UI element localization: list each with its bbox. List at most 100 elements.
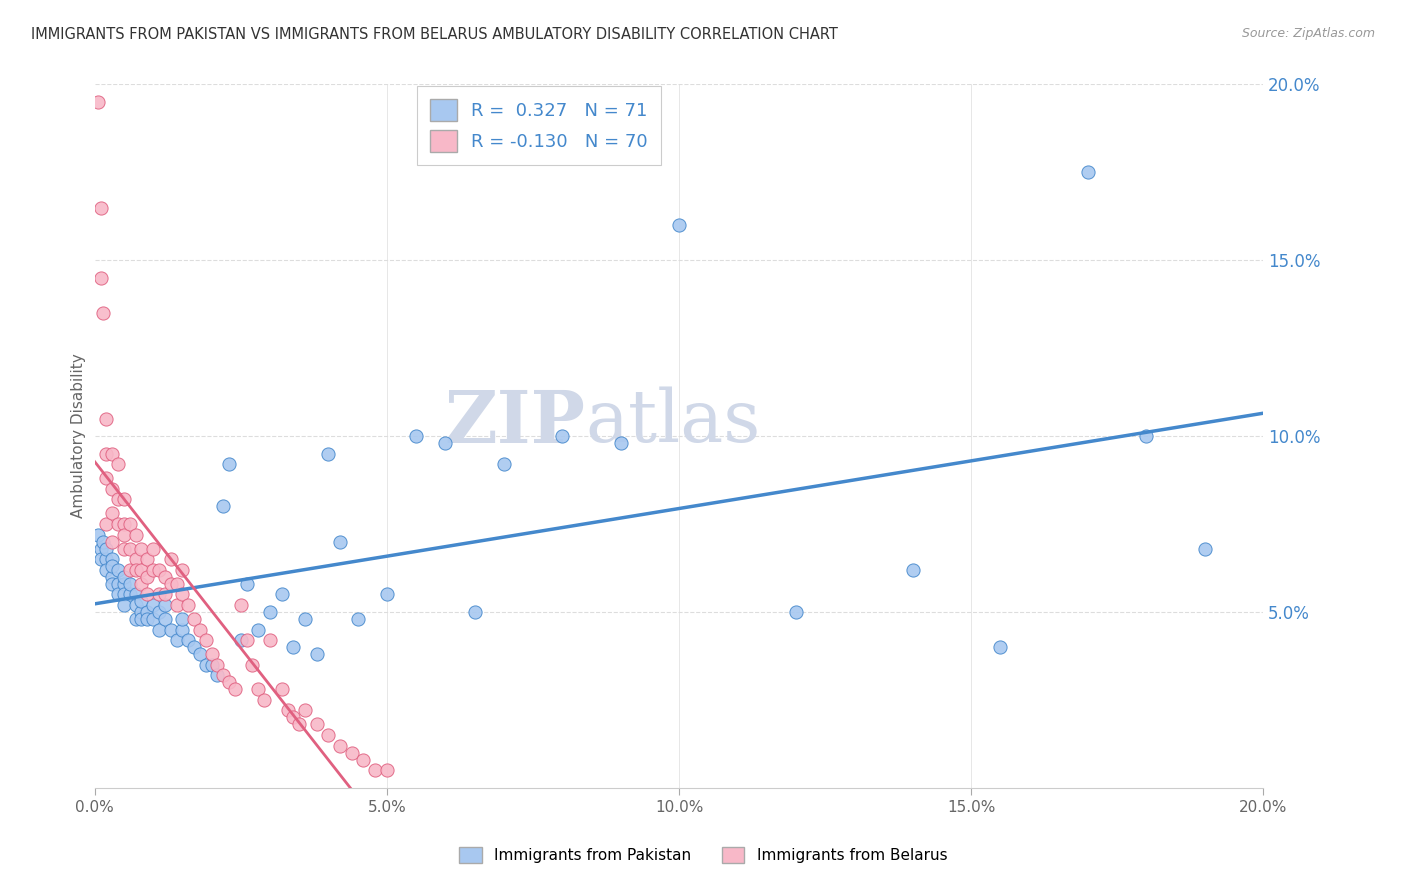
Point — [101, 507, 124, 521]
Point — [188, 623, 211, 637]
Point — [177, 633, 200, 648]
Legend: R =  0.327   N = 71, R = -0.130   N = 70: R = 0.327 N = 71, R = -0.130 N = 70 — [418, 87, 661, 165]
Point — [434, 436, 457, 450]
Point — [142, 612, 165, 626]
Point — [318, 728, 340, 742]
Point — [112, 492, 135, 507]
Point — [118, 541, 141, 556]
Point — [101, 447, 124, 461]
Point — [235, 633, 257, 648]
Point — [177, 598, 200, 612]
Y-axis label: Ambulatory Disability: Ambulatory Disability — [72, 354, 86, 518]
Point — [492, 457, 515, 471]
Point — [188, 647, 211, 661]
Point — [124, 587, 146, 601]
Point — [183, 640, 205, 654]
Point — [364, 763, 387, 777]
Text: IMMIGRANTS FROM PAKISTAN VS IMMIGRANTS FROM BELARUS AMBULATORY DISABILITY CORREL: IMMIGRANTS FROM PAKISTAN VS IMMIGRANTS F… — [31, 27, 838, 42]
Point — [463, 605, 485, 619]
Point — [107, 492, 129, 507]
Point — [166, 598, 188, 612]
Point — [118, 516, 141, 531]
Point — [153, 612, 176, 626]
Point — [118, 563, 141, 577]
Point — [112, 541, 135, 556]
Point — [183, 612, 205, 626]
Text: ZIP: ZIP — [444, 386, 585, 458]
Point — [668, 218, 690, 232]
Point — [318, 447, 340, 461]
Point — [207, 657, 229, 672]
Point — [1077, 165, 1099, 179]
Point — [90, 541, 112, 556]
Point — [131, 605, 153, 619]
Point — [112, 598, 135, 612]
Point — [131, 563, 153, 577]
Point — [101, 576, 124, 591]
Point — [118, 576, 141, 591]
Point — [901, 563, 924, 577]
Point — [101, 552, 124, 566]
Point — [229, 633, 252, 648]
Point — [86, 527, 108, 541]
Text: atlas: atlas — [585, 387, 761, 458]
Point — [96, 516, 118, 531]
Point — [124, 598, 146, 612]
Point — [172, 623, 194, 637]
Point — [96, 471, 118, 485]
Point — [212, 500, 235, 514]
Point — [93, 306, 115, 320]
Point — [294, 612, 316, 626]
Point — [375, 763, 398, 777]
Point — [131, 612, 153, 626]
Point — [136, 605, 159, 619]
Point — [101, 482, 124, 496]
Point — [1135, 429, 1157, 443]
Point — [1194, 541, 1216, 556]
Legend: Immigrants from Pakistan, Immigrants from Belarus: Immigrants from Pakistan, Immigrants fro… — [451, 839, 955, 871]
Point — [124, 552, 146, 566]
Text: Source: ZipAtlas.com: Source: ZipAtlas.com — [1241, 27, 1375, 40]
Point — [229, 598, 252, 612]
Point — [124, 527, 146, 541]
Point — [142, 598, 165, 612]
Point — [247, 682, 270, 697]
Point — [218, 457, 240, 471]
Point — [148, 605, 170, 619]
Point — [90, 270, 112, 285]
Point — [207, 668, 229, 682]
Point — [305, 647, 328, 661]
Point — [172, 563, 194, 577]
Point — [200, 647, 222, 661]
Point — [270, 682, 292, 697]
Point — [194, 633, 217, 648]
Point — [96, 541, 118, 556]
Point — [112, 587, 135, 601]
Point — [96, 447, 118, 461]
Point — [242, 657, 264, 672]
Point — [329, 534, 352, 549]
Point — [166, 576, 188, 591]
Point — [90, 552, 112, 566]
Point — [107, 563, 129, 577]
Point — [136, 570, 159, 584]
Point — [294, 703, 316, 717]
Point — [96, 563, 118, 577]
Point — [148, 587, 170, 601]
Point — [112, 516, 135, 531]
Point — [124, 612, 146, 626]
Point — [277, 703, 299, 717]
Point — [283, 710, 305, 724]
Point — [112, 576, 135, 591]
Point — [131, 594, 153, 608]
Point — [136, 587, 159, 601]
Point — [200, 657, 222, 672]
Point — [270, 587, 292, 601]
Point — [551, 429, 574, 443]
Point — [340, 746, 363, 760]
Point — [166, 633, 188, 648]
Point — [153, 587, 176, 601]
Point — [136, 552, 159, 566]
Point — [990, 640, 1012, 654]
Point — [159, 576, 181, 591]
